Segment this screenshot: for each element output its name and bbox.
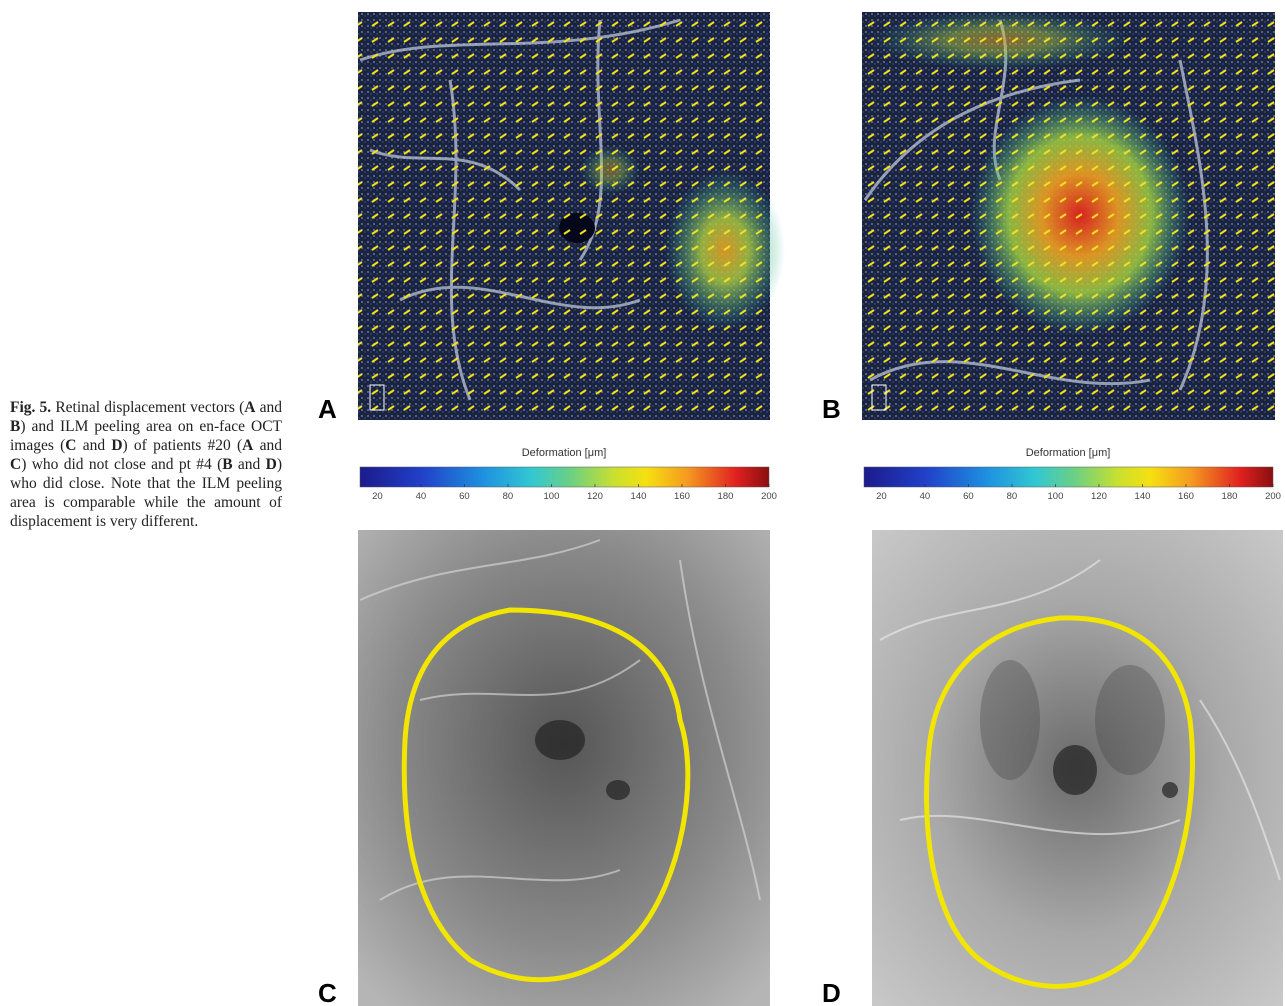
colorbar-tick-label: 60 [459, 491, 470, 502]
colorbar-tick-label: 140 [1135, 491, 1151, 502]
colorbar-tick-label: 80 [1007, 491, 1018, 502]
colorbar-label: Deformation [μm] [522, 447, 607, 459]
colorbar-tick-label: 100 [544, 491, 560, 502]
colorbar-tick-label: 120 [587, 491, 603, 502]
colorbar-tick-label: 180 [1222, 491, 1238, 502]
colorbar-tick-label: 40 [416, 491, 427, 502]
panel-b-image [862, 10, 1275, 420]
panel-label: C [318, 978, 337, 1006]
colorbar-tick-label: 180 [718, 491, 734, 502]
panel-label: B [822, 394, 841, 424]
colorbar-tick-label: 160 [1178, 491, 1194, 502]
colorbar-tick-label: 120 [1091, 491, 1107, 502]
panel-c-image [358, 530, 770, 1006]
page: Fig. 5. Retinal displacement vectors (A … [0, 0, 1285, 1006]
panel-label: D [822, 978, 841, 1006]
colorbar-tick-label: 40 [920, 491, 931, 502]
colorbar-tick-label: 80 [503, 491, 514, 502]
colorbar-tick-label: 140 [631, 491, 647, 502]
colorbar-tick-label: 100 [1048, 491, 1064, 502]
colorbar [360, 467, 769, 487]
colorbar-tick-label: 200 [761, 491, 777, 502]
colorbar-label: Deformation [μm] [1026, 447, 1111, 459]
colorbar-tick-label: 200 [1265, 491, 1281, 502]
panel-label: A [318, 394, 337, 424]
colorbar-tick-label: 160 [674, 491, 690, 502]
panel-d-image [872, 530, 1283, 1006]
figure: A B Deformation [μm] Deformation [μm] C … [0, 0, 1285, 1006]
colorbar-tick-label: 60 [963, 491, 974, 502]
colorbar [864, 467, 1273, 487]
colorbar-tick-label: 20 [372, 491, 383, 502]
panel-a-image [358, 12, 785, 420]
colorbar-tick-label: 20 [876, 491, 887, 502]
